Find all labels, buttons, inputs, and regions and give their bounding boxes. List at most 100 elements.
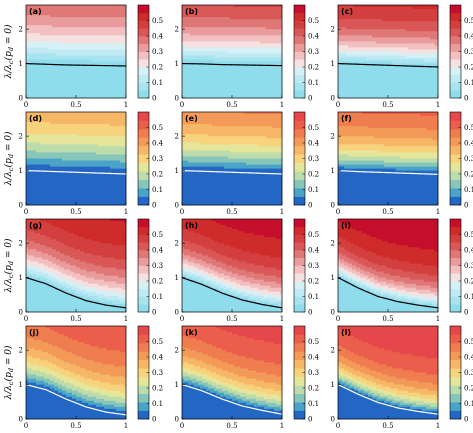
heatmap-cell bbox=[66, 88, 68, 90]
heatmap-cell bbox=[362, 11, 364, 13]
heatmap-cell bbox=[104, 17, 106, 19]
heatmap-cell bbox=[38, 45, 40, 47]
heatmap-cell bbox=[40, 86, 42, 88]
heatmap-cell bbox=[260, 90, 262, 92]
heatmap-cell bbox=[40, 74, 42, 76]
heatmap-cell bbox=[116, 52, 118, 54]
heatmap-cell bbox=[88, 82, 90, 84]
heatmap-cell bbox=[76, 76, 78, 78]
heatmap-cell bbox=[224, 35, 226, 37]
heatmap-cell bbox=[388, 11, 390, 13]
heatmap-cell bbox=[384, 7, 386, 9]
heatmap-cell bbox=[246, 80, 248, 82]
heatmap-cell bbox=[76, 82, 78, 84]
heatmap-cell bbox=[202, 23, 204, 25]
heatmap-cell bbox=[104, 76, 106, 78]
heatmap-cell bbox=[234, 39, 236, 41]
heatmap-cell bbox=[266, 39, 268, 41]
heatmap-cell bbox=[86, 13, 88, 15]
heatmap-cell bbox=[112, 47, 114, 49]
heatmap-cell bbox=[246, 25, 248, 27]
heatmap-cell bbox=[74, 45, 76, 47]
heatmap-cell bbox=[64, 33, 66, 35]
heatmap-cell bbox=[38, 23, 40, 25]
heatmap-cell bbox=[222, 90, 224, 92]
heatmap-cell bbox=[46, 17, 48, 19]
heatmap-cell bbox=[114, 90, 116, 92]
heatmap-cell bbox=[256, 84, 258, 86]
heatmap-cell bbox=[278, 13, 280, 15]
heatmap-cell bbox=[58, 11, 60, 13]
heatmap-cell bbox=[48, 74, 50, 76]
heatmap-cell bbox=[206, 35, 208, 37]
heatmap-cell bbox=[380, 13, 382, 15]
heatmap-cell bbox=[246, 43, 248, 45]
heatmap-cell bbox=[70, 84, 72, 86]
heatmap-cell bbox=[248, 31, 250, 33]
heatmap-cell bbox=[260, 19, 262, 21]
heatmap-cell bbox=[220, 13, 222, 15]
heatmap-cell bbox=[104, 25, 106, 27]
heatmap-cell bbox=[58, 66, 60, 68]
heatmap-cell bbox=[120, 11, 122, 13]
heatmap-cell bbox=[106, 31, 108, 33]
heatmap-cell bbox=[34, 47, 36, 49]
heatmap-cell bbox=[36, 94, 38, 96]
heatmap-cell bbox=[234, 56, 236, 58]
heatmap-cell bbox=[102, 92, 104, 94]
heatmap-cell bbox=[274, 56, 276, 58]
heatmap-cell bbox=[82, 72, 84, 74]
heatmap-cell bbox=[64, 23, 66, 25]
heatmap-cell bbox=[50, 21, 52, 23]
heatmap-cell bbox=[246, 37, 248, 39]
heatmap-cell bbox=[118, 54, 120, 56]
heatmap-cell bbox=[94, 94, 96, 96]
heatmap-cell bbox=[120, 43, 122, 45]
heatmap-cell bbox=[80, 31, 82, 33]
heatmap-cell bbox=[64, 11, 66, 13]
heatmap-cell bbox=[86, 39, 88, 41]
heatmap-cell bbox=[196, 90, 198, 92]
heatmap-cell bbox=[32, 74, 34, 76]
heatmap-cell bbox=[28, 88, 30, 90]
heatmap-cell bbox=[260, 76, 262, 78]
heatmap-cell bbox=[258, 94, 260, 96]
heatmap-cell bbox=[30, 43, 32, 45]
heatmap-cell bbox=[102, 13, 104, 15]
heatmap-cell bbox=[26, 25, 28, 27]
heatmap-cell bbox=[66, 5, 68, 7]
heatmap-cell bbox=[42, 86, 44, 88]
heatmap-cell bbox=[116, 43, 118, 45]
heatmap-cell bbox=[66, 58, 68, 60]
heatmap-cell bbox=[194, 33, 196, 35]
heatmap-cell bbox=[184, 80, 186, 82]
heatmap-cell bbox=[238, 37, 240, 39]
heatmap-cell bbox=[430, 15, 432, 17]
heatmap-cell bbox=[206, 70, 208, 72]
heatmap-cell bbox=[28, 33, 30, 35]
heatmap-cell bbox=[258, 7, 260, 9]
heatmap-cell bbox=[256, 23, 258, 25]
heatmap-cell bbox=[232, 54, 234, 56]
heatmap-cell bbox=[382, 5, 384, 7]
heatmap-cell bbox=[62, 52, 64, 54]
heatmap-cell bbox=[184, 19, 186, 21]
heatmap-cell bbox=[186, 66, 188, 68]
heatmap-cell bbox=[240, 27, 242, 29]
heatmap-cell bbox=[198, 94, 200, 96]
heatmap-cell bbox=[114, 39, 116, 41]
heatmap-cell bbox=[276, 27, 278, 29]
heatmap-cell bbox=[28, 56, 30, 58]
heatmap-cell bbox=[214, 5, 216, 7]
heatmap-cell bbox=[220, 43, 222, 45]
heatmap-cell bbox=[64, 15, 66, 17]
heatmap-cell bbox=[354, 11, 356, 13]
heatmap-cell bbox=[230, 15, 232, 17]
heatmap-cell bbox=[218, 15, 220, 17]
heatmap-cell bbox=[66, 35, 68, 37]
heatmap-cell bbox=[88, 56, 90, 58]
heatmap-cell bbox=[92, 68, 94, 70]
heatmap-cell bbox=[96, 13, 98, 15]
heatmap-cell bbox=[246, 68, 248, 70]
heatmap-cell bbox=[208, 9, 210, 11]
